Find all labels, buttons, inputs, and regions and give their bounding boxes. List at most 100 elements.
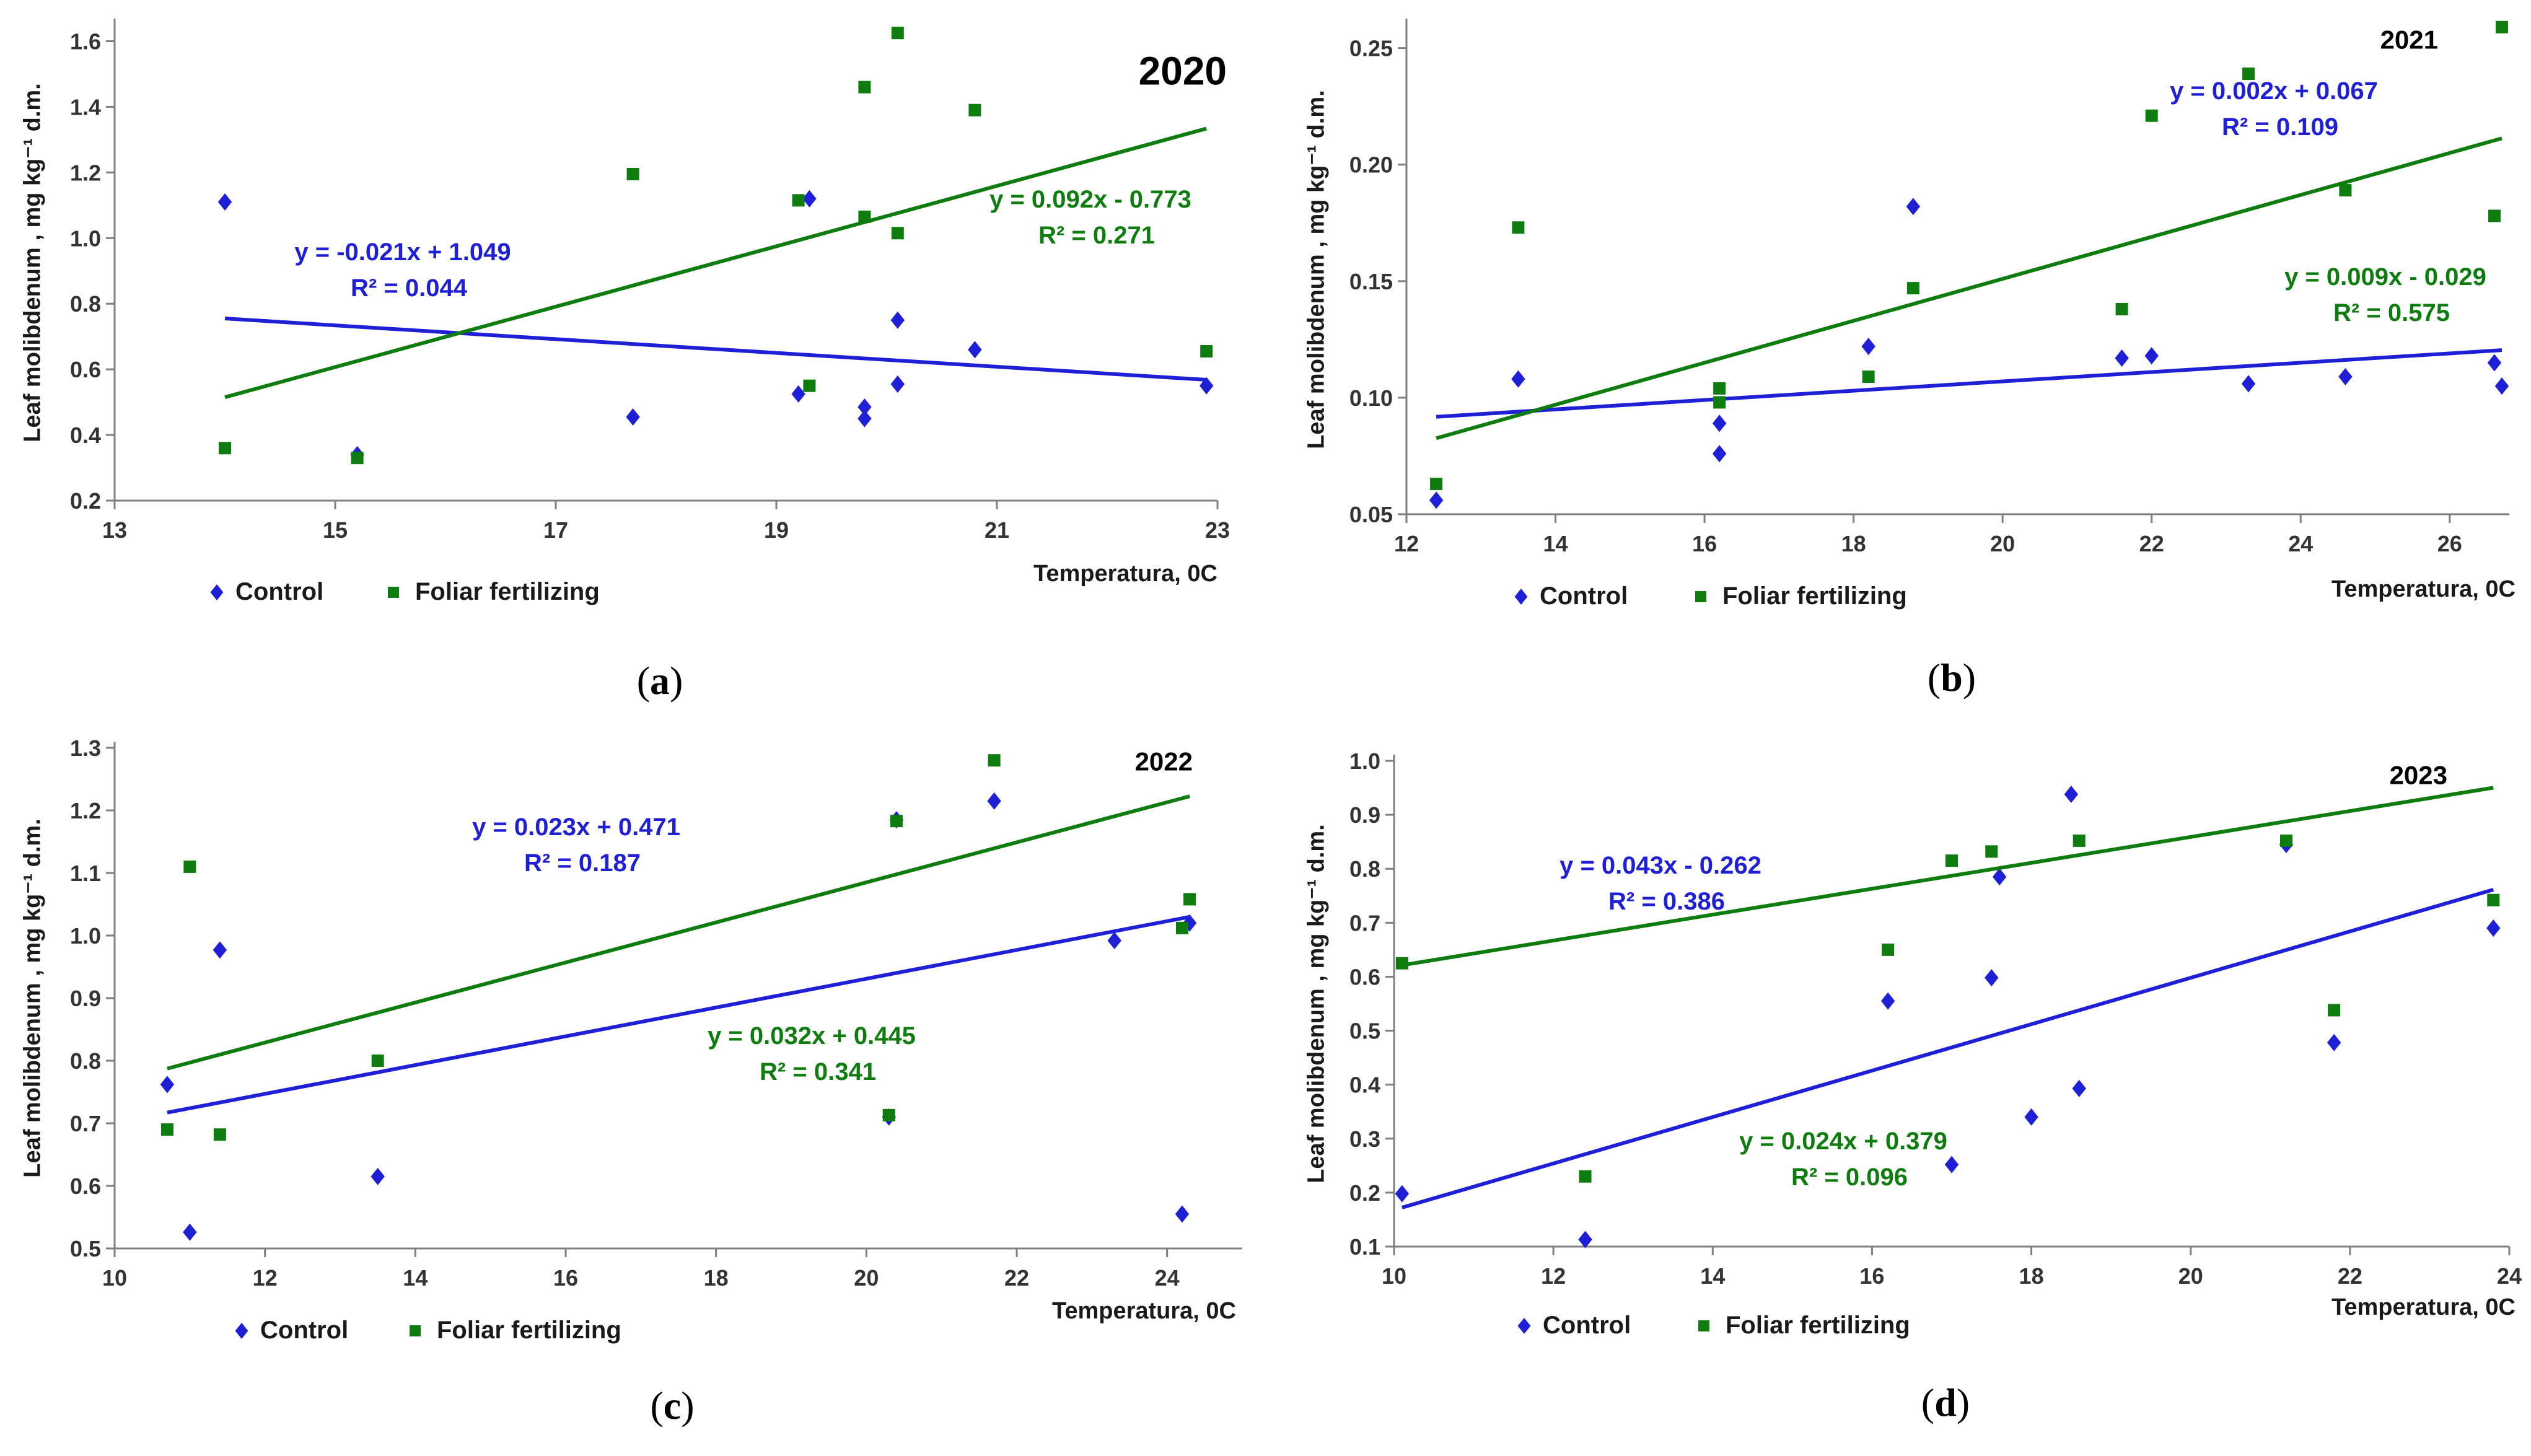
foliar-point — [160, 1123, 173, 1136]
foliar-point — [2280, 834, 2292, 847]
control-point — [1578, 1230, 1592, 1248]
legend-control-label: Control — [1540, 582, 1628, 610]
y-tick-label: 1.6 — [70, 29, 101, 54]
foliar-point — [891, 27, 904, 40]
trend-equation: y = 0.002x + 0.067 — [2170, 77, 2378, 105]
foliar-point — [2495, 20, 2508, 33]
x-tick-label: 24 — [2497, 1263, 2522, 1289]
y-tick-label: 0.7 — [1349, 910, 1380, 936]
y-tick-label: 0.4 — [1349, 1072, 1380, 1098]
y-tick-label: 0.25 — [1349, 36, 1393, 61]
foliar-point — [1512, 221, 1525, 234]
y-tick-label: 1.0 — [1349, 748, 1380, 774]
control-series: y = -0.021x + 1.049 R² = 0.044 — [217, 190, 1214, 463]
foliar-point — [213, 1128, 226, 1141]
panel-label: (c) — [650, 1384, 694, 1427]
control-point — [371, 1167, 385, 1185]
chart-title: 2020 — [1139, 48, 1227, 93]
trend-equation: y = 0.023x + 0.471 — [472, 814, 680, 841]
x-tick-label: 23 — [1205, 517, 1230, 543]
control-point — [213, 941, 227, 959]
control-point — [1712, 445, 1727, 463]
legend-foliar-label: Foliar fertilizing — [1726, 1312, 1910, 1339]
foliar-point — [2328, 1004, 2341, 1017]
y-tick-label: 0.05 — [1349, 502, 1393, 527]
foliar-point — [1183, 893, 1196, 906]
x-tick-label: 13 — [102, 517, 127, 543]
x-tick-label: 16 — [553, 1265, 578, 1291]
x-tick-label: 16 — [1859, 1263, 1884, 1289]
chart-panel-d: 0.1 0.2 0.3 0.4 0.5 0.6 0.7 0.8 0.9 1.0 10 12 14 16 18… — [1303, 748, 2522, 1424]
legend-foliar-marker — [1698, 1320, 1709, 1331]
control-point — [1880, 992, 1895, 1010]
foliar-series: y = 0.024x + 0.379 R² = 0.096 — [1395, 786, 2500, 1191]
panel-label: (b) — [1928, 656, 1976, 699]
chart-panel-c: 0.50.60.70.80.91.01.11.21.310 12 14 16 18 20 2… — [19, 735, 1242, 1427]
control-point — [1861, 338, 1875, 356]
control-point — [858, 398, 872, 416]
foliar-point — [1862, 371, 1875, 384]
foliar-point — [890, 815, 903, 828]
control-point — [2338, 368, 2353, 386]
control-point — [1200, 377, 1214, 395]
x-axis-label: Temperatura, 0C — [2331, 576, 2516, 602]
y-tick-label: 0.2 — [70, 488, 101, 514]
y-tick-label: 0.2 — [1349, 1180, 1380, 1206]
foliar-point — [968, 103, 981, 116]
trend-equation: y = 0.032x + 0.445 — [708, 1022, 916, 1050]
x-tick-label: 18 — [704, 1265, 729, 1291]
trend-r-squared: R² = 0.109 — [2222, 113, 2338, 141]
x-tick-label: 12 — [1394, 531, 1419, 556]
legend-foliar-marker — [1695, 591, 1706, 602]
foliar-trend-line — [167, 794, 1190, 1071]
y-tick-label: 0.8 — [70, 291, 101, 317]
control-point — [2115, 349, 2129, 367]
control-point — [626, 408, 640, 426]
foliar-series: y = 0.092x - 0.773 R² = 0.271 — [219, 27, 1213, 465]
control-point — [890, 311, 905, 329]
legend-control-marker — [1517, 1318, 1531, 1334]
foliar-point — [2242, 68, 2255, 80]
x-tick-label: 20 — [854, 1265, 879, 1291]
x-tick-label: 16 — [1692, 531, 1717, 556]
y-tick-label: 0.3 — [1349, 1126, 1380, 1152]
control-point — [1107, 932, 1121, 950]
control-point — [1944, 1156, 1959, 1173]
x-tick-label: 20 — [1990, 531, 2015, 556]
chart-panel-a: 0.2 0.4 0.6 0.8 1.0 1.2 1.4 1.6 13 15 17 19 21 23 Leaf… — [19, 19, 1230, 703]
y-tick-label: 1.0 — [70, 226, 101, 251]
legend-control-label: Control — [1543, 1312, 1631, 1339]
x-axis-label: Temperatura, 0C — [1033, 561, 1217, 587]
foliar-trend-line — [1436, 136, 2502, 441]
foliar-point — [1985, 845, 1998, 858]
control-point — [802, 190, 817, 208]
legend-control-label: Control — [235, 578, 323, 605]
y-tick-label: 1.3 — [70, 735, 101, 761]
x-tick-label: 15 — [323, 517, 348, 543]
foliar-point — [1945, 854, 1958, 867]
y-tick-label: 0.1 — [1349, 1234, 1380, 1260]
legend: Control Foliar fertilizing — [1514, 582, 1907, 610]
control-trend-line — [224, 317, 1207, 382]
foliar-point — [2073, 834, 2086, 847]
x-axis-label: Temperatura, 0C — [2331, 1294, 2516, 1320]
trend-r-squared: R² = 0.044 — [351, 274, 468, 302]
x-tick-label: 14 — [1700, 1263, 1725, 1289]
y-tick-label: 0.20 — [1349, 152, 1393, 178]
legend: Control Foliar fertilizing — [235, 1317, 621, 1344]
control-trend-line — [1401, 887, 2494, 1209]
foliar-point — [371, 1055, 384, 1067]
legend-control-marker — [235, 1323, 248, 1339]
control-series: y = 0.002x + 0.067 R² = 0.109 — [1429, 77, 2509, 509]
foliar-point — [792, 194, 805, 207]
y-tick-label: 0.5 — [1349, 1019, 1380, 1044]
control-point — [968, 341, 982, 359]
trend-equation: y = 0.009x - 0.029 — [2284, 263, 2486, 291]
x-tick-label: 26 — [2437, 531, 2462, 556]
legend: Control Foliar fertilizing — [1517, 1312, 1910, 1339]
foliar-point — [1906, 282, 1919, 295]
x-tick-label: 14 — [403, 1265, 428, 1291]
x-tick-label: 22 — [2338, 1263, 2362, 1289]
control-point — [1395, 1185, 1410, 1203]
